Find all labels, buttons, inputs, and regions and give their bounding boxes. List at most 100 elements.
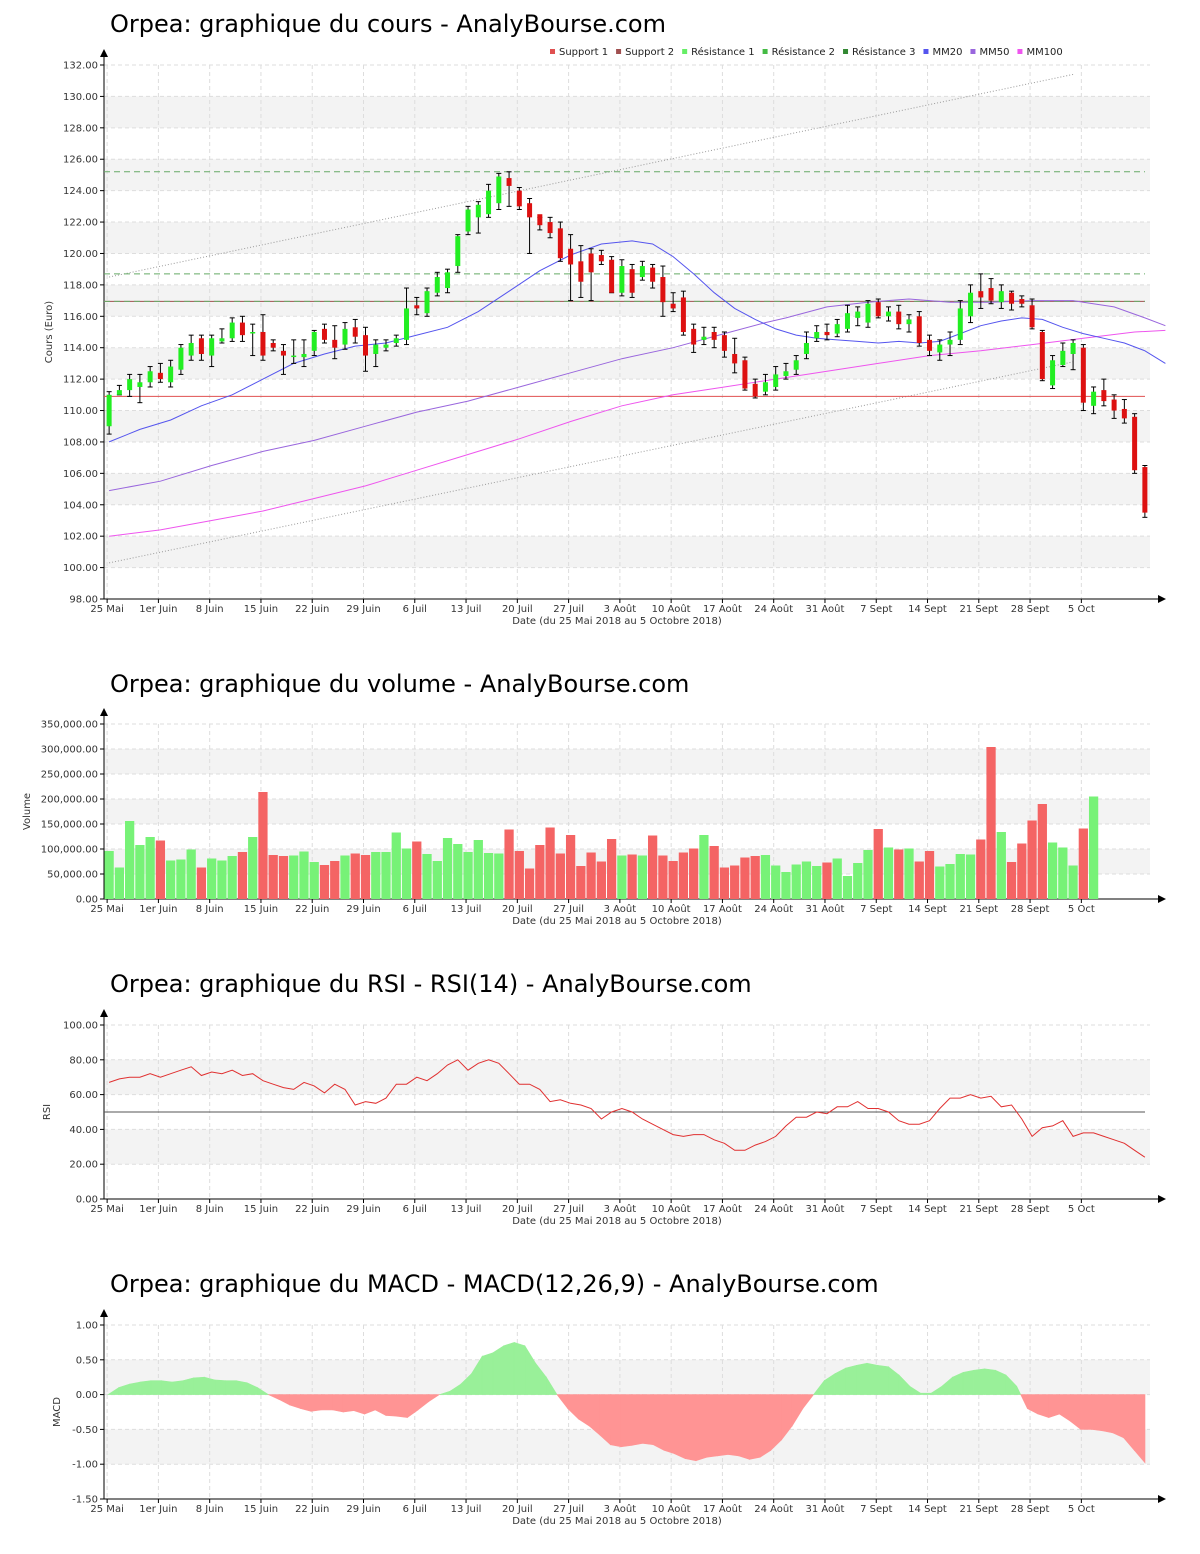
macd-area-segment	[257, 1387, 270, 1395]
volume-bar	[812, 866, 822, 899]
macd-area-segment	[791, 1394, 804, 1427]
macd-area-segment	[492, 1345, 504, 1395]
rsi-xtick-label: 15 Juin	[244, 1204, 278, 1215]
price-ytick-label: 120.00	[63, 249, 98, 260]
volume-xtick-label: 7 Sept	[860, 904, 892, 915]
price-ytick-label: 108.00	[63, 437, 98, 448]
macd-area-segment	[182, 1377, 194, 1395]
macd-area-segment	[1091, 1394, 1103, 1432]
volume-bar	[309, 862, 319, 899]
macd-area-segment	[278, 1394, 291, 1406]
macd-area-segment	[706, 1394, 718, 1458]
rsi-xtick-label: 24 Août	[754, 1203, 793, 1215]
candle-body	[896, 311, 902, 325]
volume-bar	[125, 821, 135, 899]
candle-body	[393, 338, 399, 343]
volume-bar	[248, 837, 258, 899]
macd-area-segment	[920, 1392, 932, 1395]
rsi-xtick-label: 10 Août	[652, 1203, 691, 1215]
candle-body	[557, 228, 563, 259]
candle-body	[434, 277, 440, 293]
candle-body	[352, 327, 358, 337]
candle-body	[383, 344, 389, 348]
price-xtick-label: 3 Août	[604, 603, 637, 615]
rsi-xtick-label: 28 Sept	[1011, 1204, 1050, 1215]
volume-ytick-label: 250,000.00	[41, 770, 98, 781]
candle-body	[906, 319, 912, 325]
macd-xtick-label: 24 Août	[754, 1503, 793, 1515]
candle-body	[209, 338, 215, 356]
volume-bar	[350, 853, 360, 899]
candle-body	[475, 204, 481, 218]
candle-body	[660, 277, 666, 303]
candle-body	[116, 390, 122, 395]
volume-bar	[719, 867, 730, 899]
candle-body	[506, 178, 512, 186]
volume-ytick-label: 200,000.00	[41, 795, 98, 806]
macd-area-segment	[652, 1394, 665, 1451]
rsi-ytick-label: 0.00	[76, 1195, 98, 1206]
rsi-xtick-label: 14 Sept	[908, 1204, 947, 1215]
macd-area-segment	[353, 1394, 365, 1415]
volume-bar	[432, 861, 442, 899]
candle-body	[178, 347, 184, 370]
volume-bar	[760, 855, 771, 899]
volume-xtick-label: 28 Sept	[1011, 904, 1050, 915]
macd-area-segment	[727, 1394, 740, 1457]
volume-bar	[114, 867, 125, 899]
macd-area-segment	[674, 1394, 686, 1460]
macd-area-segment	[973, 1368, 985, 1395]
candle-body	[455, 236, 461, 267]
volume-bar	[494, 853, 504, 899]
volume-bar	[986, 747, 996, 899]
volume-xtick-label: 8 Juin	[196, 904, 224, 915]
macd-area-segment	[1069, 1394, 1082, 1431]
rsi-yaxis-arrow	[100, 1009, 108, 1017]
volume-bar	[1058, 847, 1068, 899]
macd-area-segment	[407, 1394, 419, 1419]
candle-body	[106, 394, 112, 427]
candle-body	[588, 253, 594, 273]
candle-body	[752, 383, 758, 397]
volume-bar	[976, 839, 986, 899]
legend-label: Support 1	[559, 47, 608, 58]
volume-xtick-label: 17 Août	[703, 903, 742, 915]
candle-body	[445, 272, 451, 289]
volume-bar	[658, 855, 668, 899]
candle-body	[886, 311, 891, 317]
candle-body	[742, 360, 748, 389]
rsi-xtick-label: 7 Sept	[860, 1204, 892, 1215]
macd-area-segment	[845, 1364, 857, 1395]
volume-bar	[453, 844, 463, 899]
candle-body	[814, 332, 820, 339]
price-xtick-label: 28 Sept	[1011, 604, 1050, 615]
candle-body	[824, 332, 830, 336]
legend-label: Résistance 3	[852, 46, 915, 58]
price-band	[104, 473, 1150, 505]
price-xtick-label: 24 Août	[754, 603, 793, 615]
volume-bar	[863, 850, 873, 899]
volume-bar	[391, 832, 401, 899]
macd-xtick-label: 22 Juin	[295, 1504, 329, 1515]
volume-ytick-label: 300,000.00	[41, 745, 98, 756]
candle-body	[1019, 299, 1025, 304]
price-band	[104, 96, 1150, 128]
candle-body	[1111, 399, 1117, 411]
macd-ytick-label: -1.00	[72, 1460, 98, 1471]
price-ytick-label: 126.00	[63, 155, 98, 166]
volume-bar	[883, 847, 894, 899]
macd-area-segment	[962, 1369, 975, 1395]
volume-bar	[832, 858, 842, 899]
macd-area-segment	[695, 1394, 707, 1462]
volume-bar	[606, 839, 617, 899]
candle-body	[1029, 305, 1035, 328]
trend-channel-line	[109, 73, 1074, 278]
volume-xtick-label: 3 Août	[604, 903, 637, 915]
volume-bar	[155, 840, 166, 899]
macd-ytick-label: 1.00	[76, 1321, 98, 1332]
macd-xtick-label: 3 Août	[604, 1503, 637, 1515]
candle-body	[147, 371, 153, 383]
candle-body	[650, 267, 656, 282]
volume-bar	[278, 856, 289, 899]
volume-bar	[637, 855, 648, 899]
